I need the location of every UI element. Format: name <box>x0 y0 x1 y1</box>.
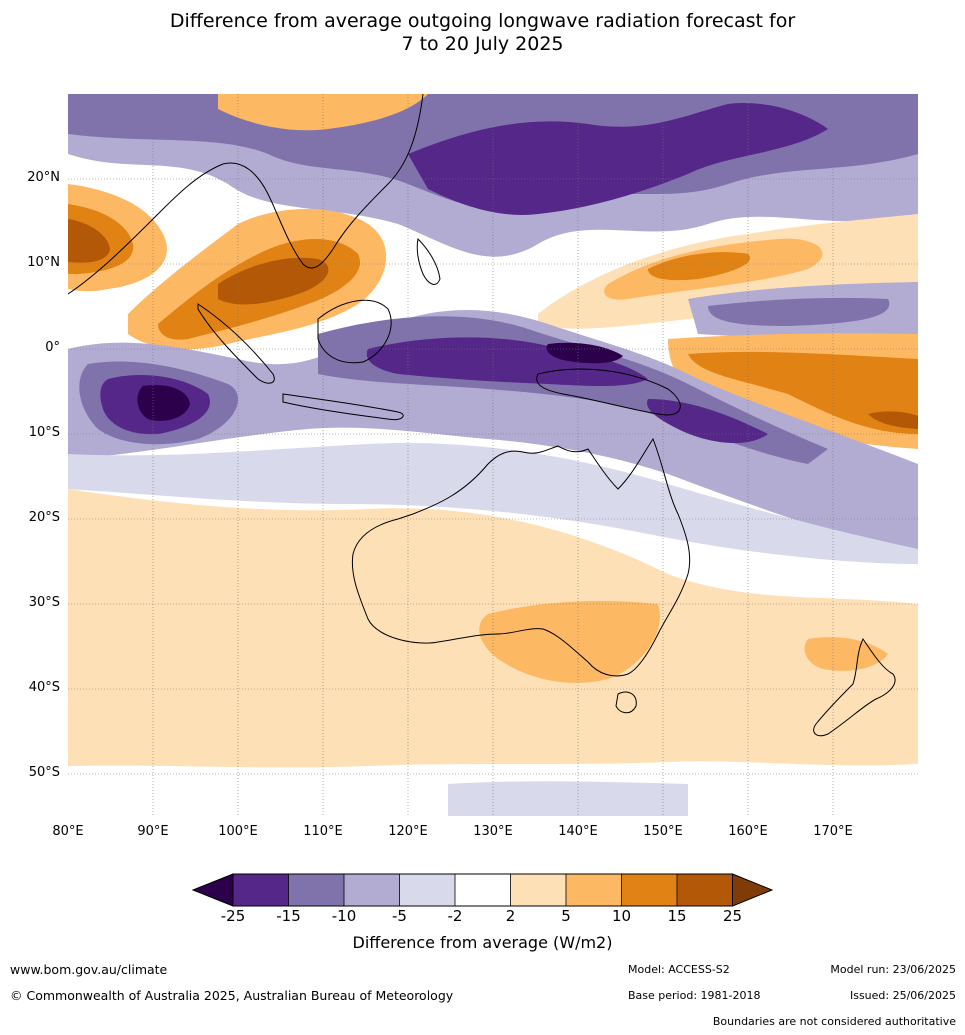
anomaly-region-wpac-brown <box>648 252 750 281</box>
lon-label-140e: 140°E <box>558 824 598 839</box>
colorbar-swatch-8 <box>621 874 677 906</box>
map-gridlines <box>68 94 918 816</box>
coastline-australia <box>351 437 691 677</box>
anomaly-region-mc-core <box>546 342 623 364</box>
anomaly-region-south-lightpurple-2 <box>448 781 688 816</box>
map-title-line2: 7 to 20 July 2025 <box>401 33 564 55</box>
map-title-line1: Difference from average outgoing longwav… <box>169 10 796 32</box>
lat-label-40s: 40°S <box>28 680 60 695</box>
colorbar-swatch-7 <box>566 874 622 906</box>
colorbar-tick: -25 <box>220 907 246 925</box>
anomaly-region-north-purple-strong <box>408 103 828 215</box>
colorbar-tick: -5 <box>392 907 407 925</box>
anomaly-region-india-core <box>68 219 110 263</box>
lat-label-10s: 10°S <box>28 425 60 440</box>
colorbar-tick: -15 <box>276 907 301 925</box>
lat-label-30s: 30°S <box>28 595 60 610</box>
coastline-borneo <box>317 299 392 364</box>
anomaly-region-mc-strong <box>366 337 648 387</box>
footer-disclaimer: Boundaries are not considered authoritat… <box>712 1015 956 1028</box>
anomaly-region-cpac-purple-mid <box>708 297 890 326</box>
footer-copyright: © Commonwealth of Australia 2025, Austra… <box>10 988 454 1003</box>
colorbar-swatch-3 <box>344 874 400 906</box>
colorbar-tick: 15 <box>667 907 687 925</box>
anomaly-region-io-core <box>137 384 190 421</box>
coastline-tasmania <box>615 691 637 714</box>
anomaly-region-south-lightpurple <box>68 443 918 564</box>
colorbar-swatch-1 <box>233 874 289 906</box>
footer-model-run: Model run: 23/06/2025 <box>830 963 956 976</box>
colorbar-arrow-low <box>191 873 234 907</box>
colorbar-arrow-high <box>732 873 774 907</box>
anomaly-region-indochina-core <box>218 257 329 305</box>
map-canvas <box>68 94 918 816</box>
lon-label-160e: 160°E <box>728 824 768 839</box>
lat-label-20n: 20°N <box>27 170 60 185</box>
footer-base-period: Base period: 1981-2018 <box>628 989 761 1002</box>
coastline-nz <box>813 637 896 737</box>
coastline-java <box>282 393 404 421</box>
lon-label-150e: 150°E <box>643 824 683 839</box>
colorbar-tick: 2 <box>505 907 516 925</box>
colorbar-swatch-2 <box>288 874 344 906</box>
anomaly-region-eqpac-core <box>868 411 918 429</box>
colorbar-tick: -10 <box>331 907 357 925</box>
colorbar-swatch-4 <box>399 874 455 906</box>
anomaly-region-aus-orange <box>479 601 660 683</box>
lon-label-90e: 90°E <box>137 824 169 839</box>
coastline-new-guinea <box>536 368 681 416</box>
footer-issued: Issued: 25/06/2025 <box>849 989 956 1002</box>
lon-label-170e: 170°E <box>813 824 853 839</box>
colorbar-label: Difference from average (W/m2) <box>352 933 613 952</box>
coastlines <box>68 94 896 737</box>
lon-label-80e: 80°E <box>52 824 84 839</box>
footer-model: Model: ACCESS-S2 <box>628 963 730 976</box>
coastline-asia <box>68 94 424 295</box>
footer-url[interactable]: www.bom.gov.au/climate <box>10 962 168 977</box>
lon-label-130e: 130°E <box>473 824 513 839</box>
colorbar <box>190 872 775 908</box>
coastline-philippines <box>416 237 441 285</box>
anomaly-region-mc-lightpurple <box>68 310 918 554</box>
lon-label-120e: 120°E <box>388 824 428 839</box>
colorbar-swatch-5 <box>455 874 511 906</box>
lon-label-100e: 100°E <box>218 824 258 839</box>
anomaly-region-coral-strong <box>647 399 768 444</box>
colorbar-tick: 5 <box>561 907 571 925</box>
lon-label-110e: 110°E <box>303 824 343 839</box>
map-title: Difference from average outgoing longwav… <box>0 10 965 56</box>
colorbar-tick: 25 <box>722 907 743 925</box>
colorbar-swatch-6 <box>510 874 566 906</box>
anomaly-region-eqpac-brown <box>688 351 918 434</box>
lat-label-50s: 50°S <box>28 765 60 780</box>
colorbar-tick: 10 <box>611 907 632 925</box>
lat-label-10n: 10°N <box>27 255 60 270</box>
colorbar-swatch-9 <box>677 874 733 906</box>
forecast-map <box>68 94 918 816</box>
colorbar-tick: -2 <box>447 907 463 925</box>
lat-label-eq: 0° <box>45 340 60 355</box>
lat-label-20s: 20°S <box>28 510 60 525</box>
coastline-sumatra <box>197 303 275 384</box>
